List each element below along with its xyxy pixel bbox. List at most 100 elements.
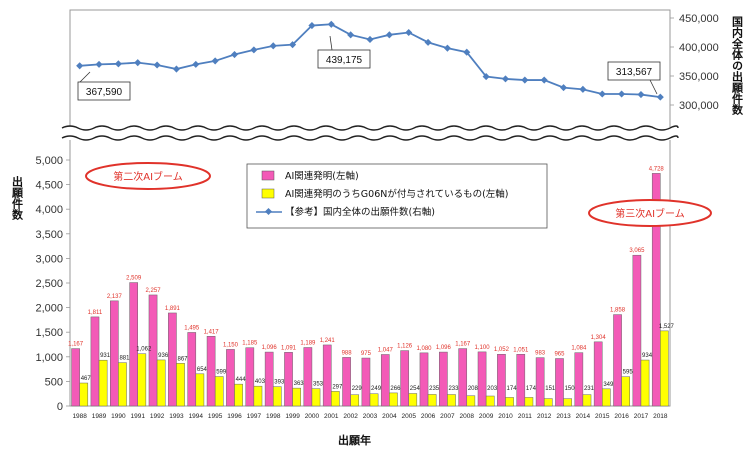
line-total-point xyxy=(308,22,316,30)
x-tick-label: 2013 xyxy=(556,413,571,420)
bar-ai xyxy=(303,347,313,407)
bar-g06n-value-label: 150 xyxy=(565,386,576,392)
line-total-point xyxy=(443,44,451,52)
callout-last-leader xyxy=(649,79,658,95)
bar-ai-value-label: 975 xyxy=(361,351,372,357)
bar-g06n-value-label: 363 xyxy=(294,381,305,387)
bar-ai-value-label: 1,417 xyxy=(204,329,220,335)
callout-first-value: 367,590 xyxy=(86,87,123,98)
bar-g06n-value-label: 403 xyxy=(255,379,266,385)
bar-g06n xyxy=(369,393,379,407)
callout-peak-leader xyxy=(329,35,333,51)
bar-ai-value-label: 1,241 xyxy=(320,338,336,344)
left-axis-title: 出願件数 xyxy=(11,175,24,221)
x-tick-label: 2006 xyxy=(421,413,436,420)
bar-ai xyxy=(71,348,80,407)
bar-g06n xyxy=(621,376,630,407)
bar-g06n xyxy=(543,398,553,407)
callout-last-value: 313,567 xyxy=(616,67,653,78)
x-tick-label: 2014 xyxy=(576,413,591,420)
bar-ai xyxy=(226,349,235,407)
line-total-point xyxy=(114,60,122,68)
callout-last-box xyxy=(607,61,661,81)
bar-g06n xyxy=(447,394,456,407)
x-tick-label: 2008 xyxy=(460,413,475,420)
bar-ai xyxy=(632,254,642,407)
bar-ai xyxy=(206,336,216,407)
bar-g06n-value-label: 174 xyxy=(507,386,518,392)
line-total-point xyxy=(385,31,393,39)
bar-g06n xyxy=(350,394,360,407)
bar-ai xyxy=(419,352,429,407)
bar-ai xyxy=(458,348,468,407)
bar-g06n-value-label: 934 xyxy=(642,353,653,359)
bar-ai xyxy=(613,314,622,407)
line-total-point xyxy=(405,28,413,37)
second-boom-oval xyxy=(85,162,211,190)
bar-ai-value-label: 1,051 xyxy=(513,347,529,353)
bar-ai-value-label: 1,096 xyxy=(436,345,452,351)
x-tick-label: 1993 xyxy=(169,413,184,420)
bar-g06n-value-label: 881 xyxy=(119,356,130,362)
bar-ai-value-label: 983 xyxy=(535,351,546,357)
bar-g06n xyxy=(485,395,495,407)
line-total-point xyxy=(289,41,297,49)
bar-ai-value-label: 1,304 xyxy=(591,335,607,341)
bar-ai-value-label: 1,189 xyxy=(300,341,316,347)
x-tick-label: 2010 xyxy=(498,413,513,420)
bar-g06n xyxy=(118,362,127,407)
bar-g06n xyxy=(214,376,224,407)
line-total-point xyxy=(153,61,161,69)
right-axis-title: 国内全体の出願件数 xyxy=(731,16,745,116)
bar-ai-value-label: 1,185 xyxy=(242,341,258,347)
x-tick-label: 2018 xyxy=(653,413,668,420)
bar-ai xyxy=(110,300,119,407)
legend-swatch-g06n xyxy=(261,188,275,199)
x-tick-label: 2001 xyxy=(324,413,339,420)
bar-ai xyxy=(264,351,274,407)
bar-ai-value-label: 1,080 xyxy=(416,346,432,352)
bar-g06n xyxy=(408,393,418,407)
right-axis-ticks: 300,000 350,000 400,000 450,000 xyxy=(670,13,719,112)
axis-break-wave-upper xyxy=(61,125,679,131)
x-tick-label: 2012 xyxy=(537,413,552,420)
bar-g06n xyxy=(98,359,108,407)
bar-ai-value-label: 2,137 xyxy=(107,294,123,300)
x-tick-label: 1988 xyxy=(72,413,87,420)
right-tick-label: 450,000 xyxy=(679,13,719,25)
bar-ai xyxy=(593,341,603,407)
bar-g06n-value-label: 349 xyxy=(603,382,614,388)
bar-ai xyxy=(555,358,564,407)
third-boom-label: 第三次AIブーム xyxy=(615,207,685,220)
x-tick-label: 2003 xyxy=(363,413,378,420)
bar-g06n-value-label: 599 xyxy=(216,370,227,376)
x-axis-tick-labels: 1988 1989 1990 1991 1992 1993 1994 1995 1996 1997… xyxy=(72,413,667,420)
bar-g06n-value-label: 1,062 xyxy=(136,347,152,353)
bar-ai xyxy=(90,316,100,407)
bar-g06n xyxy=(292,387,301,407)
legend-box xyxy=(246,163,548,229)
callout-peak: 439,175 xyxy=(317,35,371,69)
x-tick-label: 2004 xyxy=(382,413,397,420)
bar-g06n-value-label: 266 xyxy=(390,386,401,392)
legend-label-ai: AI関連発明(左軸) xyxy=(285,170,359,182)
left-axis-ticks: 0 500 1,000 1,500 2,000 2,500 3,000 3,500 4,000 4… xyxy=(35,155,70,413)
line-total-point xyxy=(521,76,529,84)
line-total-point xyxy=(347,31,355,39)
line-total-point xyxy=(424,38,432,46)
bar-g06n-value-label: 595 xyxy=(623,370,634,376)
bar-g06n-value-label: 249 xyxy=(371,386,382,392)
third-boom-annotation: 第三次AIブーム xyxy=(588,199,712,227)
bar-ai-value-label: 1,091 xyxy=(281,345,297,351)
x-tick-label: 2015 xyxy=(595,413,610,420)
bar-g06n xyxy=(582,394,592,407)
bar-g06n xyxy=(389,392,398,407)
x-tick-label: 1995 xyxy=(208,413,223,420)
bar-ai-value-label: 2,509 xyxy=(126,276,142,282)
bar-g06n-value-label: 231 xyxy=(584,386,595,392)
bar-g06n xyxy=(331,391,340,407)
line-total-point xyxy=(579,85,587,93)
left-tick-label: 1,000 xyxy=(35,352,63,364)
bar-g06n-value-label: 151 xyxy=(545,386,556,392)
